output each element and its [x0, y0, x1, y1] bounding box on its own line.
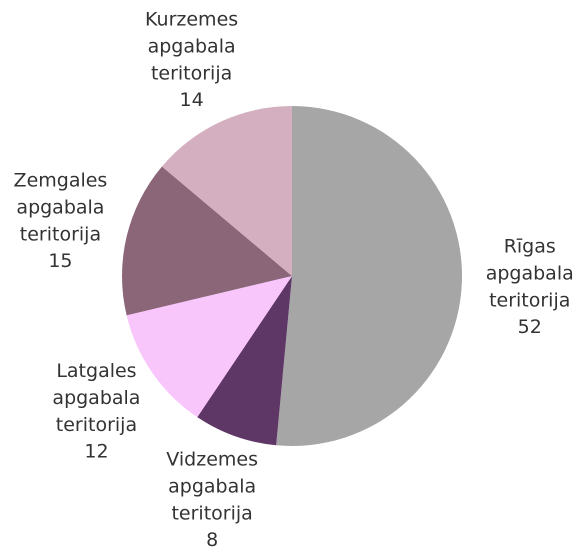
slice-label: Zemgales apgabala teritorija [14, 169, 108, 245]
value-label: 52 [518, 316, 542, 338]
pie-slice [121, 166, 292, 316]
pie-slice [161, 106, 292, 276]
value-label: 14 [180, 89, 204, 111]
value-label: 12 [84, 441, 108, 463]
slice-label: Latgales apgabala teritorija [52, 360, 140, 436]
pie-slice [276, 106, 463, 446]
slice-label: Rīgas apgabala teritorija [486, 235, 574, 311]
pie-slice [126, 276, 292, 418]
value-label: 15 [48, 250, 72, 272]
value-label: 8 [206, 529, 218, 551]
slice-label: Vidzemes apgabala teritorija [166, 448, 258, 524]
slice-label: Kurzemes apgabala teritorija [145, 8, 238, 84]
pie-slice [197, 276, 292, 446]
